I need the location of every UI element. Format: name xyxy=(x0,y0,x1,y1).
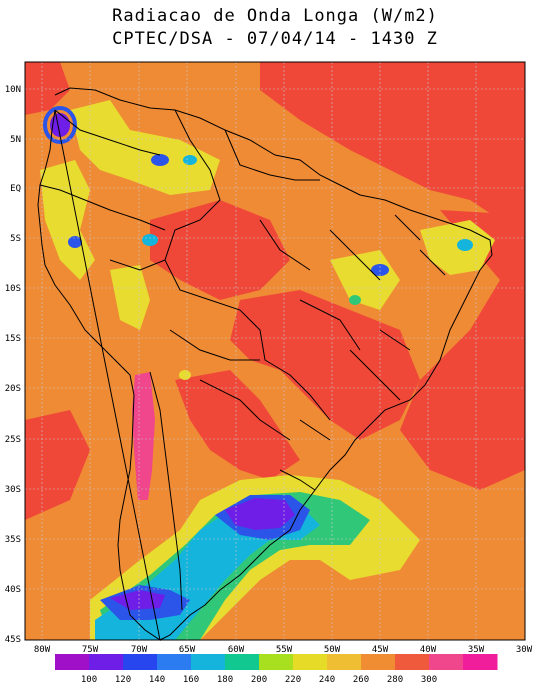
olr-field xyxy=(25,62,525,640)
colorbar-label: 120 xyxy=(115,675,131,685)
map-title-line1: Radiacao de Onda Longa (W/m2) xyxy=(112,6,438,26)
lon-label: 75W xyxy=(82,645,99,655)
lon-label: 40W xyxy=(420,645,437,655)
colorbar-label: 220 xyxy=(285,675,301,685)
south-america-coastline xyxy=(37,87,493,642)
field-purple-core xyxy=(225,498,295,530)
field-red-brazil-central xyxy=(230,290,420,440)
coastlines-and-borders xyxy=(37,87,493,642)
field-cell-colombia xyxy=(50,113,70,137)
colorbar-swatch xyxy=(157,654,192,670)
colorbar-label: 200 xyxy=(251,675,267,685)
lat-label: 5S xyxy=(10,234,21,244)
lon-label: 35W xyxy=(468,645,485,655)
map-frame xyxy=(24,61,526,641)
colorbar-swatch xyxy=(395,654,430,670)
colorbar-label: 300 xyxy=(421,675,437,685)
field-red-pacific-northwest xyxy=(25,62,70,115)
lat-label: 15S xyxy=(5,334,21,344)
border-colombia xyxy=(54,109,161,156)
brazil-states xyxy=(259,214,446,441)
lon-label: 45W xyxy=(372,645,389,655)
field-cell-colombia-ring xyxy=(43,106,77,144)
longitude-labels: 80W 75W 70W 65W 60W 55W 50W 45W 40W 35W … xyxy=(34,645,533,655)
lat-label: 30S xyxy=(5,485,21,495)
colorbar-label: 260 xyxy=(353,675,369,685)
colorbar-label: 240 xyxy=(319,675,335,685)
colorbar-swatch xyxy=(463,654,498,670)
field-cell-brazil-coast xyxy=(457,239,473,251)
colorbar-swatch xyxy=(191,654,226,670)
lon-label: 55W xyxy=(276,645,293,655)
field-red-amazon xyxy=(150,200,290,300)
colorbar-swatch xyxy=(327,654,362,670)
field-red-pacific-south xyxy=(25,410,90,520)
field-yellow-north xyxy=(70,100,220,195)
lat-label: 5N xyxy=(10,135,21,145)
field-yellow-ne-brazil xyxy=(420,220,495,275)
field-yellow-andes-north xyxy=(40,160,95,280)
lat-label: 25S xyxy=(5,435,21,445)
lon-label: 65W xyxy=(179,645,196,655)
lon-label: 60W xyxy=(228,645,245,655)
lat-label: 40S xyxy=(5,585,21,595)
colorbar-label: 140 xyxy=(149,675,165,685)
border-argentina-chile xyxy=(149,371,183,611)
latitude-labels: 10N 5N EQ 5S 10S 15S 20S 25S 30S 35S 40S… xyxy=(5,85,21,645)
lat-label: 35S xyxy=(5,535,21,545)
field-pink-chile-strip xyxy=(132,372,155,500)
border-bolivia-paraguay xyxy=(169,329,291,441)
colorbar-swatch xyxy=(293,654,328,670)
border-uruguay xyxy=(279,469,316,491)
lat-label: 20S xyxy=(5,384,21,394)
field-cell-central xyxy=(349,295,361,305)
lat-label: 10S xyxy=(5,284,21,294)
map-title-line2: CPTEC/DSA - 07/04/14 - 1430 Z xyxy=(112,29,438,49)
field-cell-venezuela-2 xyxy=(183,155,197,165)
colorbar-label: 100 xyxy=(81,675,97,685)
graticule xyxy=(25,62,525,640)
colorbar-labels: 100 120 140 160 180 200 220 240 260 280 300 xyxy=(81,675,437,685)
border-ecuador xyxy=(39,184,86,201)
colorbar-label: 280 xyxy=(387,675,403,685)
border-brazil-west xyxy=(164,109,331,421)
colorbar xyxy=(55,654,498,670)
field-cell-bolivia xyxy=(179,370,191,380)
colorbar-swatch xyxy=(259,654,294,670)
lon-label: 70W xyxy=(131,645,148,655)
lat-label: 45S xyxy=(5,635,21,645)
colorbar-swatch xyxy=(123,654,158,670)
lon-label: 50W xyxy=(324,645,341,655)
lat-label: 10N xyxy=(5,85,21,95)
colorbar-swatch xyxy=(89,654,124,670)
colorbar-swatch xyxy=(429,654,464,670)
field-red-atlantic-east xyxy=(400,210,525,490)
lon-label: 30W xyxy=(516,645,533,655)
field-cell-venezuela xyxy=(151,154,169,166)
colorbar-label: 160 xyxy=(183,675,199,685)
colorbar-swatch xyxy=(361,654,396,670)
lon-label: 80W xyxy=(34,645,51,655)
lat-label: EQ xyxy=(10,184,21,194)
field-cell-peru xyxy=(68,236,82,248)
field-yellow-andes-central xyxy=(110,265,150,330)
border-peru-bolivia xyxy=(84,199,166,271)
colorbar-swatch xyxy=(55,654,90,670)
colorbar-swatch xyxy=(225,654,260,670)
colorbar-label: 180 xyxy=(217,675,233,685)
field-cell-amazon-1 xyxy=(142,234,158,246)
field-red-southwest xyxy=(175,370,300,480)
border-brazil-north xyxy=(224,129,320,181)
